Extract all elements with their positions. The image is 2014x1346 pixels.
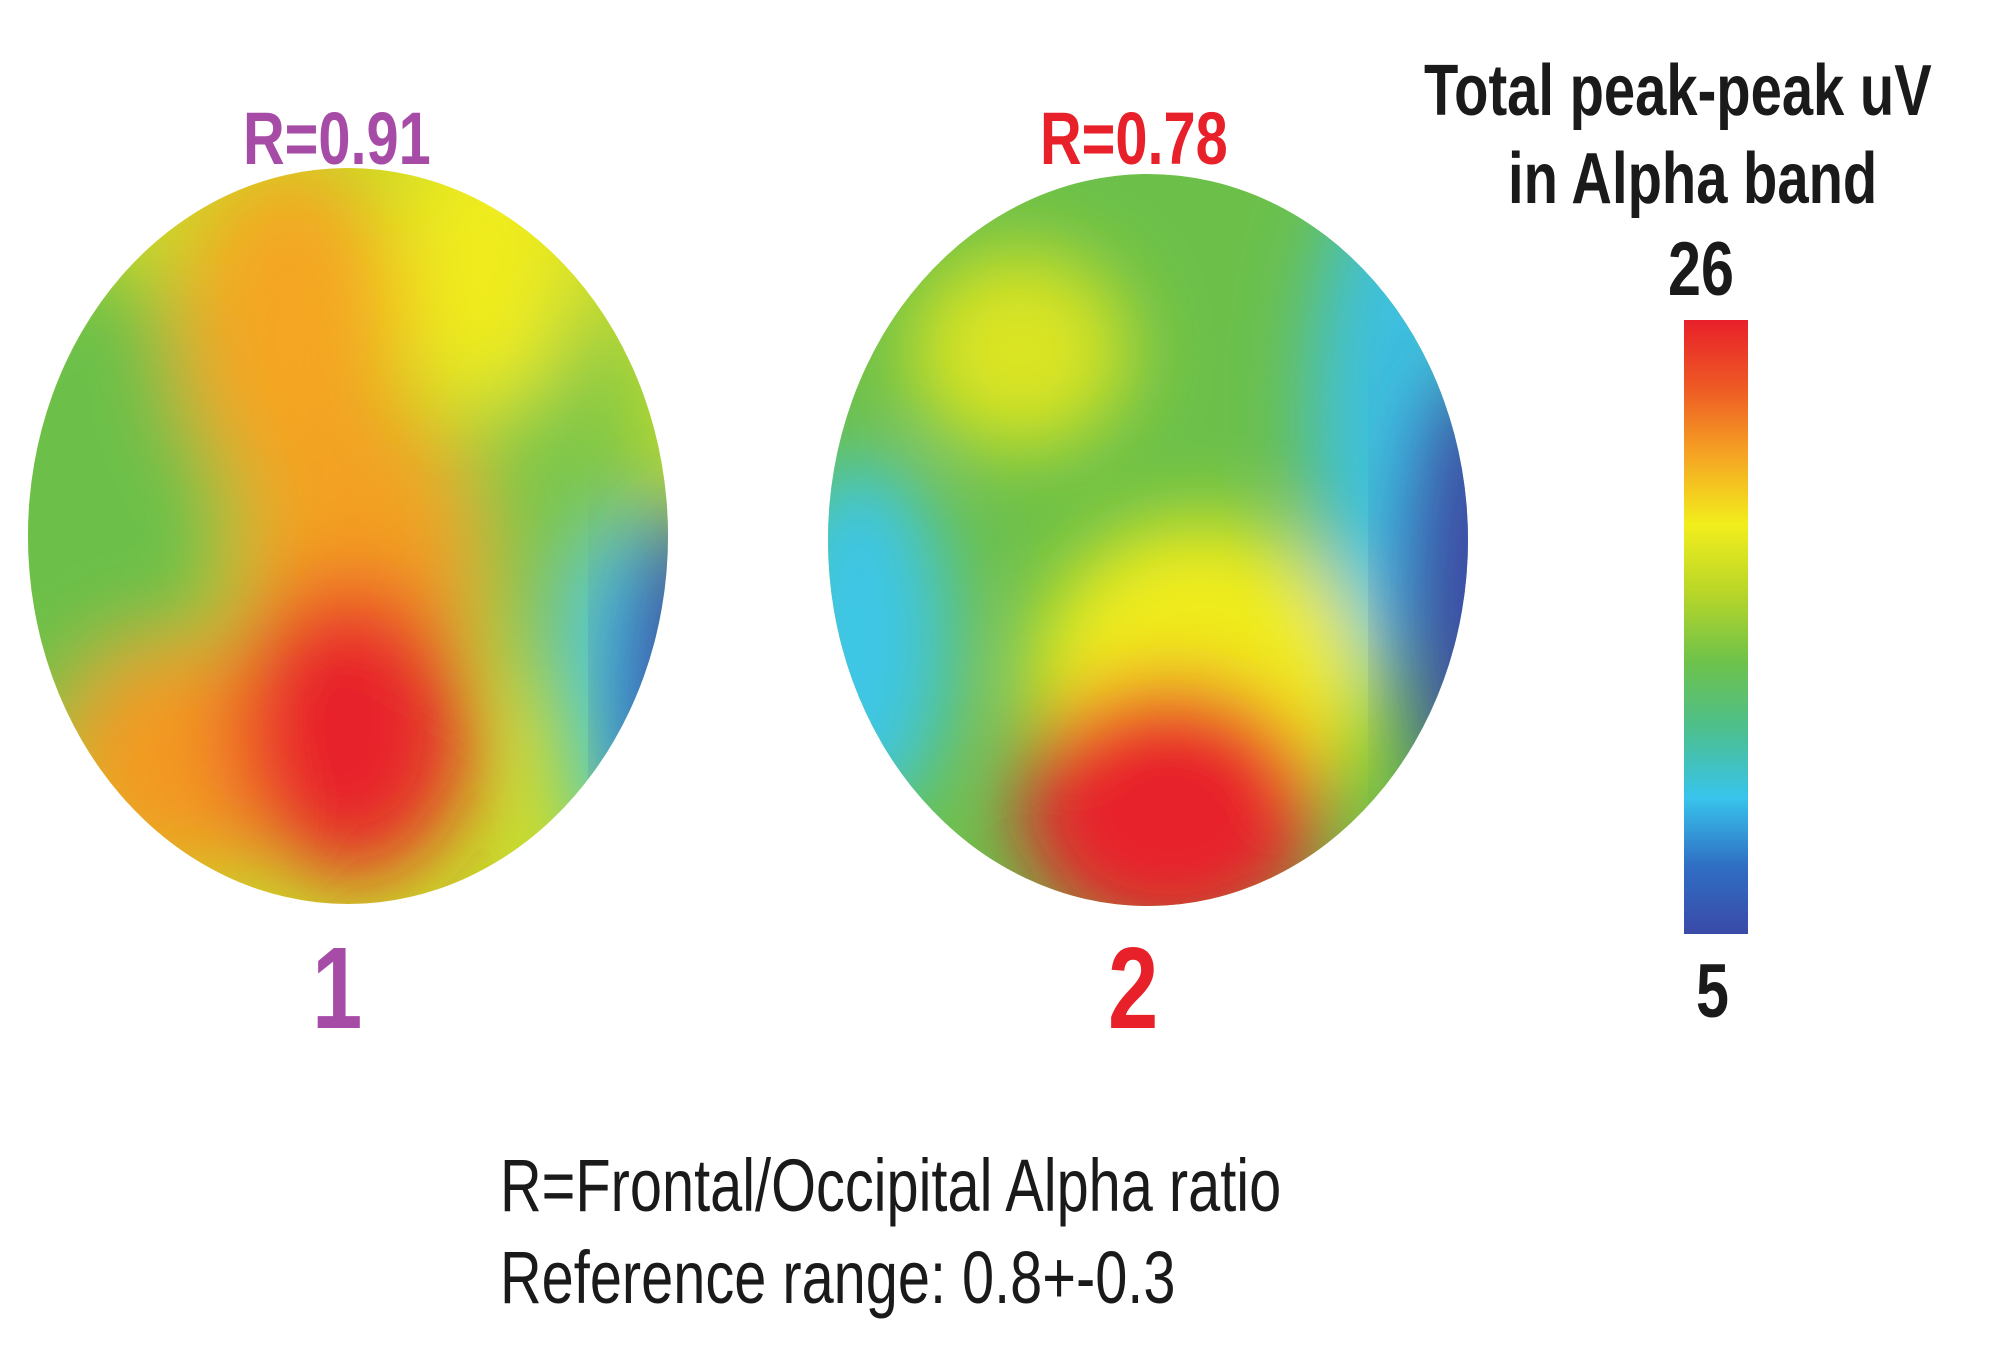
note-ratio-definition: R=Frontal/Occipital Alpha ratio <box>500 1144 1282 1227</box>
map-1-red-spot <box>230 580 470 880</box>
scalp-map-2 <box>828 174 1468 906</box>
colorbar-max-label: 26 <box>1668 227 1734 312</box>
map-1-number: 1 <box>312 923 363 1053</box>
map-2-blue-edge <box>1410 370 1468 830</box>
map-2-upper-yellow <box>910 250 1130 450</box>
map-2-r-label: R=0.78 <box>1040 97 1228 180</box>
map-2-red-spot <box>1020 680 1320 906</box>
map-1-blue-edge <box>630 510 668 890</box>
map-1-right-cyan <box>570 520 668 880</box>
map-2-number: 2 <box>1108 923 1159 1053</box>
colorbar-min-label: 5 <box>1696 949 1729 1034</box>
map-2-left-cyan <box>828 460 950 820</box>
colorbar <box>1684 320 1748 934</box>
colorbar-title-line-1: Total peak-peak uV <box>1424 51 1932 131</box>
note-reference-range: Reference range: 0.8+-0.3 <box>500 1236 1176 1319</box>
map-1-r-label: R=0.91 <box>243 97 431 180</box>
scalp-map-1 <box>28 168 668 904</box>
colorbar-title-line-2: in Alpha band <box>1508 139 1878 219</box>
